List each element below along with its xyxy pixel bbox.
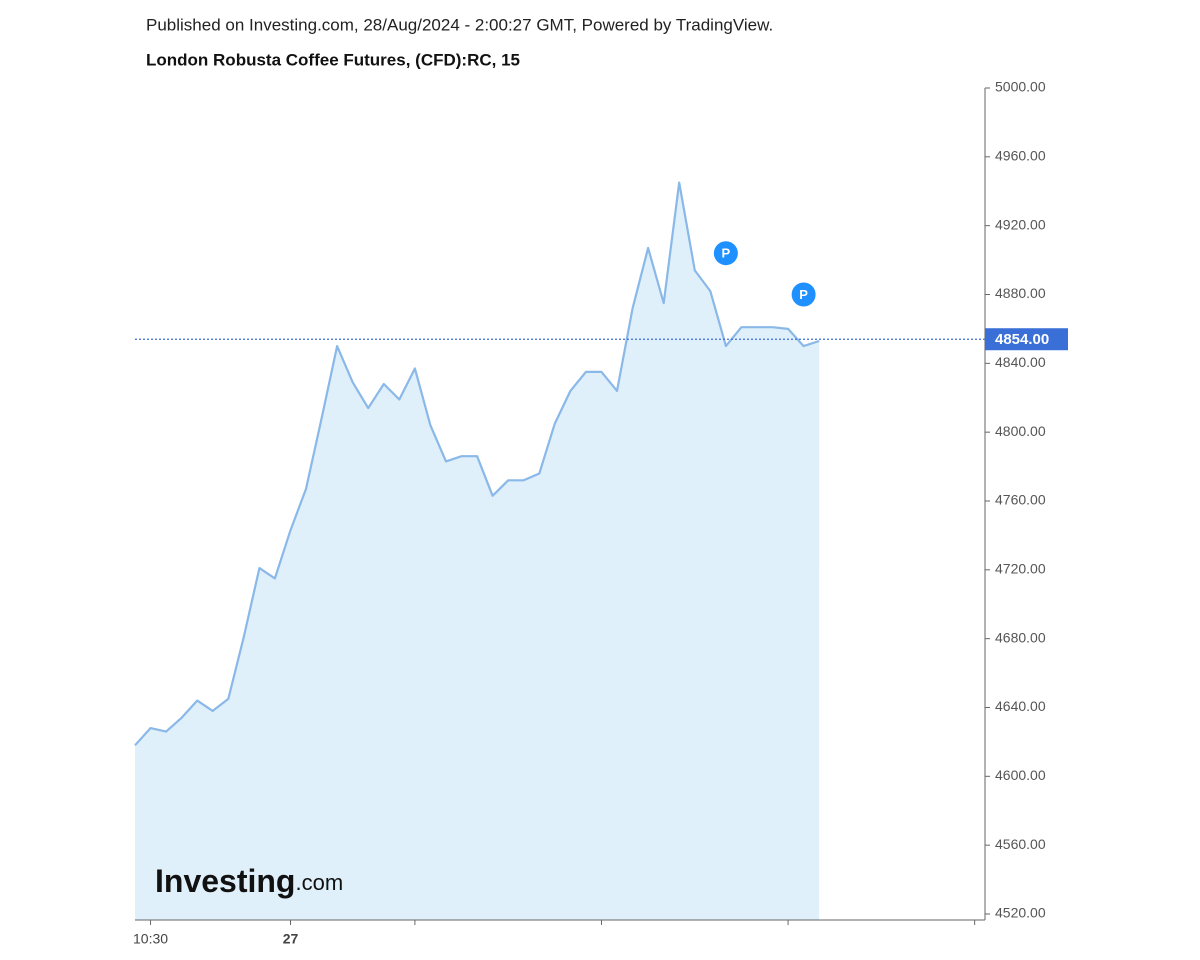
last-price-label: 4854.00 [995, 331, 1049, 348]
last-price-box [985, 328, 1068, 351]
area-fill [135, 182, 820, 921]
y-tick-label: 4840.00 [995, 354, 1046, 370]
marker [713, 241, 738, 266]
y-tick-label: 4960.00 [995, 148, 1046, 164]
price-line [134, 181, 820, 747]
watermark-suffix: .com [295, 870, 343, 895]
marker-label: P [799, 287, 808, 302]
x-tick-label: 10:30 [133, 931, 168, 947]
chart-title: London Robusta Coffee Futures, (CFD):RC,… [146, 50, 520, 69]
marker [791, 282, 816, 307]
y-tick-label: 4720.00 [995, 561, 1046, 577]
y-tick-label: 4880.00 [995, 285, 1046, 301]
watermark: Investing.com [155, 863, 343, 899]
y-tick-label: 5000.00 [995, 79, 1046, 95]
published-note: Published on Investing.com, 28/Aug/2024 … [146, 15, 773, 34]
y-tick-label: 4640.00 [995, 698, 1046, 714]
y-tick-label: 4760.00 [995, 492, 1046, 508]
marker-label: P [722, 246, 731, 261]
y-tick-label: 4920.00 [995, 216, 1046, 232]
y-tick-label: 4680.00 [995, 629, 1046, 645]
y-tick-label: 4600.00 [995, 767, 1046, 783]
y-tick-label: 4560.00 [995, 836, 1046, 852]
x-tick-label: 27 [283, 931, 299, 947]
watermark-brand: Investing [155, 863, 295, 899]
y-tick-label: 4800.00 [995, 423, 1046, 439]
y-tick-label: 4520.00 [995, 905, 1046, 921]
